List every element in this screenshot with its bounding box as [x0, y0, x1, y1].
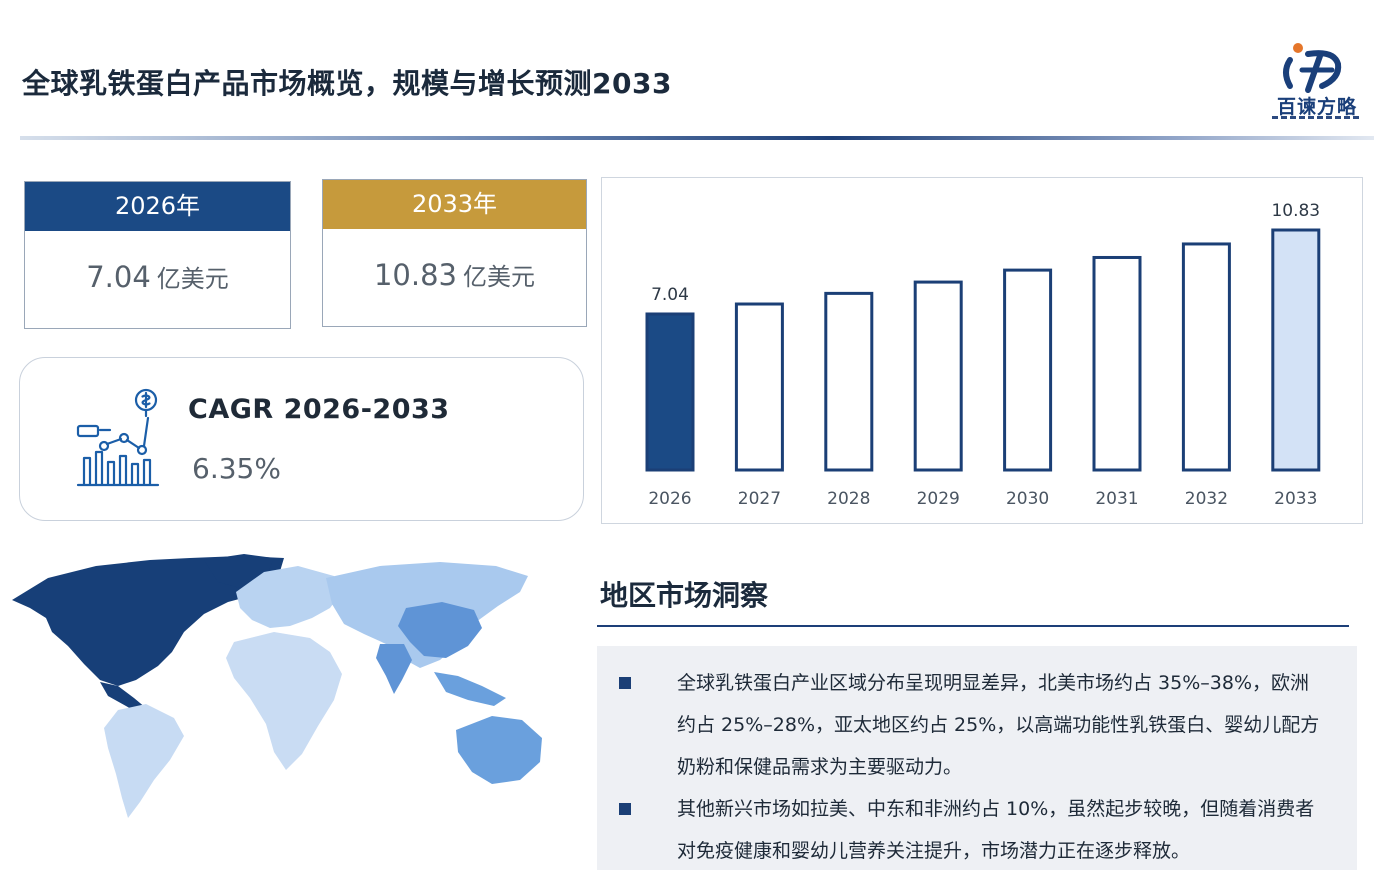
market-size-value: 10.83 — [373, 258, 458, 292]
page-title: 全球乳铁蛋白产品市场概览，规模与增长预测2033 — [22, 67, 672, 100]
cagr-label: CAGR 2026-2033 — [188, 394, 450, 425]
brand-logo-icon — [1283, 43, 1342, 93]
world-map — [12, 554, 542, 818]
map-europe — [236, 566, 342, 628]
map-india — [376, 644, 412, 694]
x-tick-label: 2028 — [827, 489, 870, 509]
bullet-square-icon — [619, 677, 631, 689]
bar-2033 — [1271, 228, 1321, 472]
region-insight-panel: 全球乳铁蛋白产业区域分布呈现明显差异，北美市场约占 35%–38%，欧洲约占 2… — [597, 646, 1357, 870]
title-divider — [20, 136, 1374, 140]
year-card-2033: 2033年 10.83 亿美元 — [322, 179, 587, 327]
map-china — [398, 602, 482, 658]
map-north-america — [12, 556, 284, 686]
x-tick-label: 2030 — [1006, 489, 1049, 509]
year-card-value: 10.83 亿美元 — [323, 257, 586, 292]
market-size-unit: 亿美元 — [156, 265, 229, 293]
list-item-text: 其他新兴市场如拉美、中东和非洲约占 10%，虽然起步较晚，但随着消费者对免疫健康… — [677, 798, 1315, 862]
year-card-header: 2033年 — [323, 180, 586, 229]
bar-2027 — [734, 302, 784, 472]
market-size-bar-chart: 2026 7.04 2027 2028 2029 2030 2031 2032 2033 10.8… — [601, 177, 1363, 524]
cagr-value: 6.35% — [192, 452, 281, 485]
bar-chart-svg: 2026 7.04 2027 2028 2029 2030 2031 2032 2033 10.8… — [645, 201, 1321, 509]
x-tick-label: 2033 — [1274, 489, 1317, 509]
bullet-square-icon — [619, 803, 631, 815]
map-central-america — [100, 682, 146, 714]
bar-2029 — [913, 280, 963, 472]
growth-chart-icon — [76, 388, 160, 487]
bar-2028 — [824, 291, 874, 472]
map-oceania — [456, 716, 542, 784]
bar-2032 — [1181, 242, 1231, 472]
data-label: 7.04 — [651, 285, 689, 305]
market-size-unit: 亿美元 — [463, 263, 536, 291]
cagr-card: CAGR 2026-2033 6.35% — [19, 357, 584, 521]
map-africa — [226, 632, 342, 770]
x-tick-label: 2031 — [1095, 489, 1138, 509]
x-tick-label: 2029 — [917, 489, 960, 509]
list-item: 其他新兴市场如拉美、中东和非洲约占 10%，虽然起步较晚，但随着消费者对免疫健康… — [619, 788, 1325, 872]
x-tick-label: 2026 — [648, 489, 691, 509]
logo-text: 百谏方略 — [1276, 96, 1357, 118]
list-item-text: 全球乳铁蛋白产业区域分布呈现明显差异，北美市场约占 35%–38%，欧洲约占 2… — [677, 672, 1320, 778]
year-card-2026: 2026年 7.04 亿美元 — [24, 181, 291, 329]
year-card-value: 7.04 亿美元 — [25, 259, 290, 294]
map-south-america — [104, 704, 184, 818]
data-label: 10.83 — [1271, 201, 1320, 221]
region-section-title: 地区市场洞察 — [600, 579, 769, 612]
logo-underline — [1272, 116, 1362, 119]
list-item: 全球乳铁蛋白产业区域分布呈现明显差异，北美市场约占 35%–38%，欧洲约占 2… — [619, 662, 1325, 788]
region-divider — [597, 625, 1349, 627]
map-southeast-asia — [434, 672, 506, 706]
market-size-value: 7.04 — [86, 260, 151, 294]
x-tick-label: 2027 — [738, 489, 781, 509]
bar-2030 — [1003, 268, 1053, 472]
year-card-header: 2026年 — [25, 182, 290, 231]
bar-2026 — [645, 312, 695, 472]
bar-2031 — [1092, 255, 1142, 472]
x-tick-label: 2032 — [1185, 489, 1228, 509]
